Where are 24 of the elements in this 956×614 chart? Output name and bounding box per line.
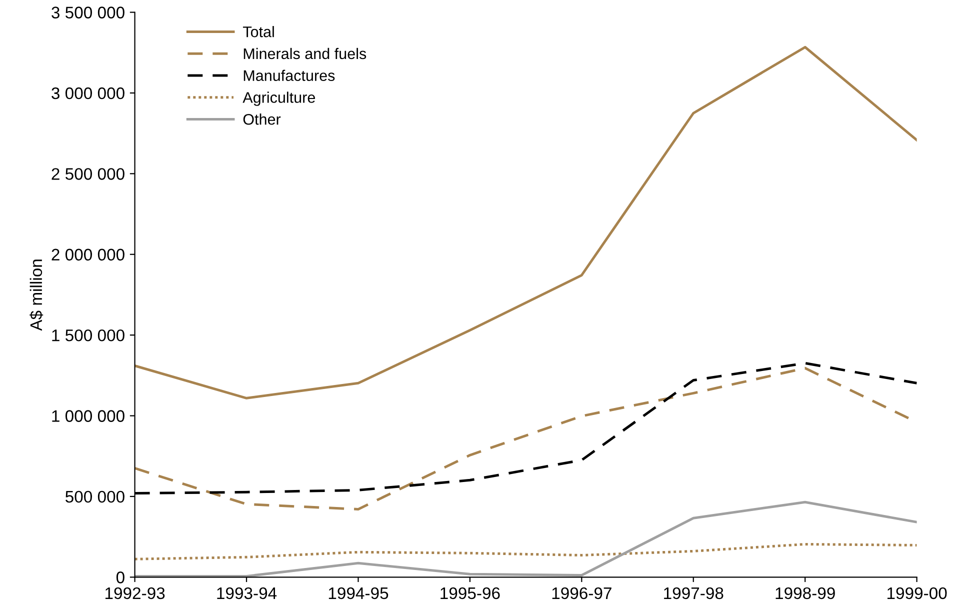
x-tick-label: 1997-98 [664,587,724,600]
x-tick-label: 1995-96 [440,587,500,600]
x-tick-label: 1994-95 [328,587,388,600]
legend-label: Total [242,26,274,38]
legend-label: Other [243,114,281,125]
x-tick-label: 1998-99 [776,587,835,600]
y-tick-label: 3 000 000 [52,87,124,100]
y-axis-title: A$ million [30,260,44,331]
y-tick-label: 1 500 000 [52,329,124,342]
y-tick-label: 1 000 000 [52,410,124,422]
line-series [134,542,917,560]
x-tick-label: 1999-00 [887,587,947,600]
x-tick-label: 1996-97 [552,587,612,600]
line-series [134,46,917,400]
x-tick-label: 1992-93 [105,587,165,600]
y-tick-label: 0 [116,572,124,584]
legend-label: Manufactures [244,70,335,82]
y-tick-label: 500 000 [66,490,124,503]
y-tick-label: 3 500 000 [52,6,124,18]
legend-label: Minerals and fuels [244,48,366,60]
y-tick-label: 2 000 000 [52,248,124,261]
legend-label: Agriculture [242,92,315,106]
x-tick-label: 1993-94 [217,587,277,600]
y-tick-label: 2 500 000 [52,168,124,180]
